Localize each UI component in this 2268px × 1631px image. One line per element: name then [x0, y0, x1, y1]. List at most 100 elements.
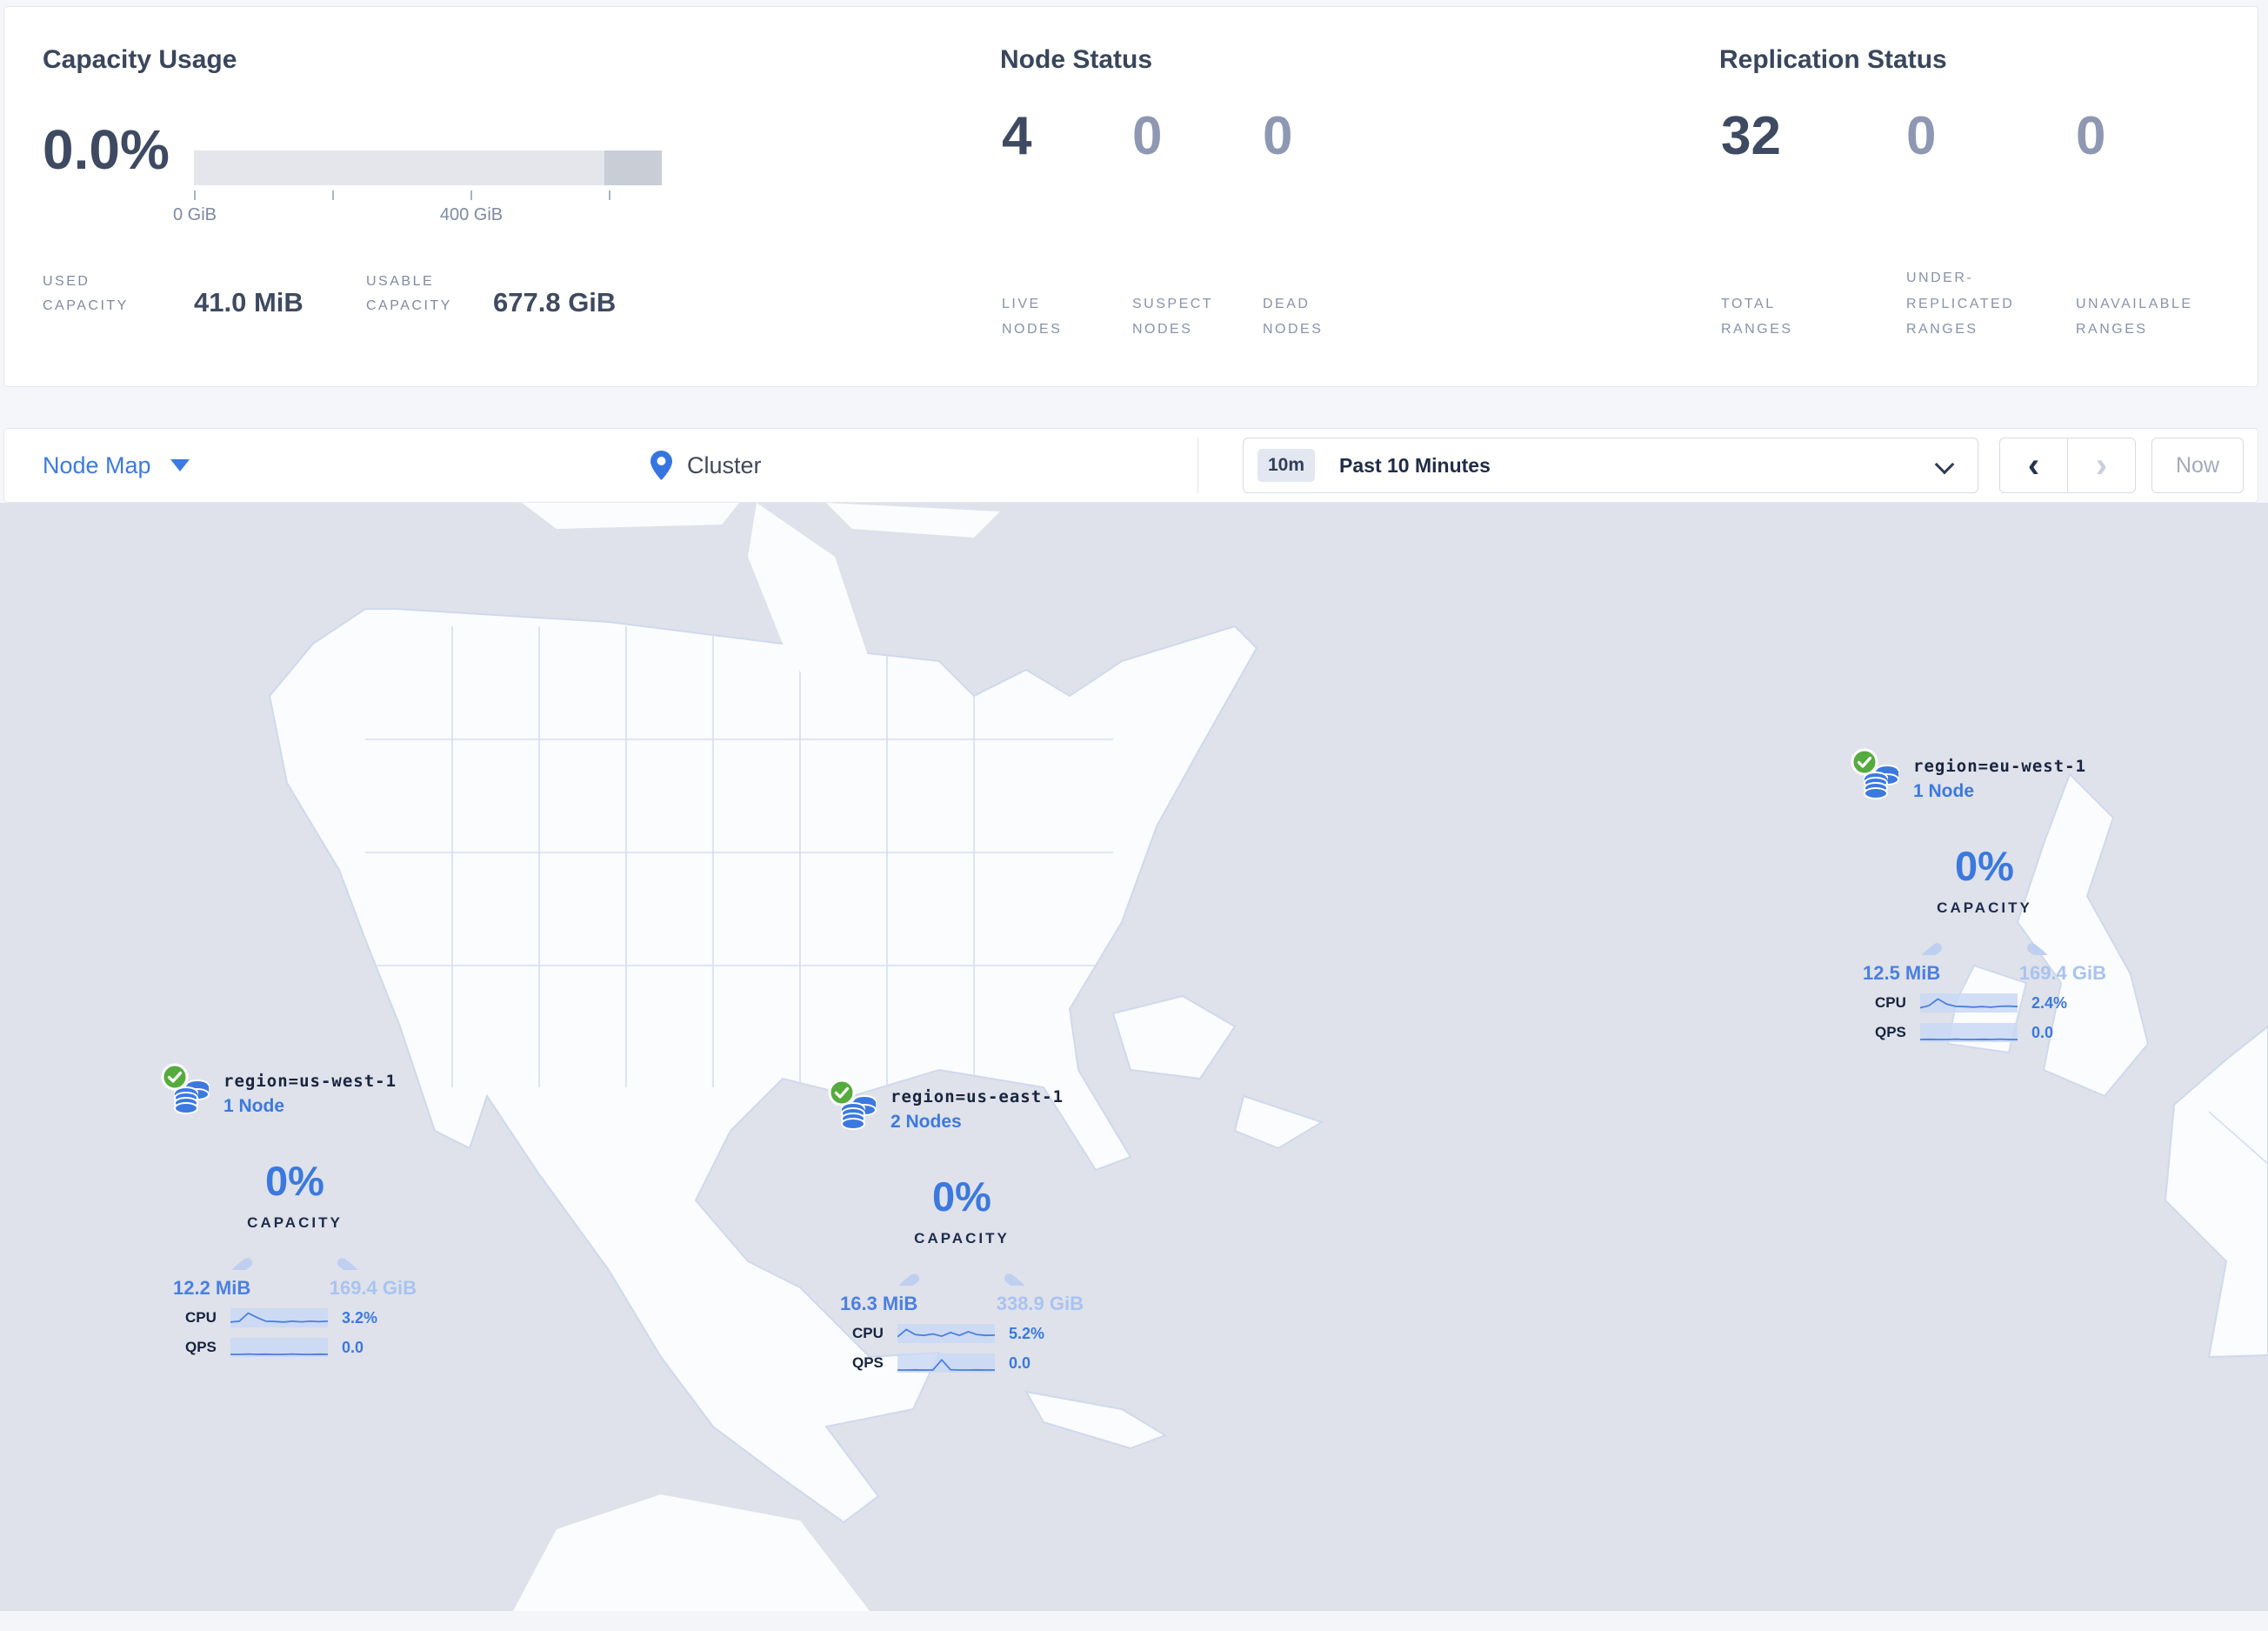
region-node-count-link[interactable]: 1 Node — [223, 1096, 285, 1116]
breadcrumb-label: Cluster — [687, 451, 762, 478]
world-map — [0, 503, 2268, 1611]
cpu-sparkline — [1920, 993, 2018, 1013]
map-pin-icon — [650, 451, 672, 480]
qps-value: 0.0 — [2031, 1023, 2054, 1041]
capacity-usage-title: Capacity Usage — [43, 45, 237, 74]
axis-tick — [609, 191, 610, 200]
cpu-value: 3.2% — [342, 1308, 378, 1327]
capacity-usage-percent: 0.0% — [43, 118, 170, 181]
dead-nodes-count: 0 — [1263, 106, 1293, 166]
landmass-newfoundland — [1111, 994, 1237, 1080]
total-ranges-count: 32 — [1721, 106, 1781, 166]
cpu-value: 2.4% — [2031, 993, 2068, 1012]
database-stack-icon — [841, 1095, 877, 1130]
region-node-count-link[interactable]: 1 Node — [1913, 781, 1975, 801]
region-label: region=eu-west-1 — [1913, 757, 2087, 776]
qps-label: QPS — [1875, 1024, 1906, 1040]
region-used-capacity: 12.2 MiB — [173, 1277, 251, 1299]
breadcrumb[interactable]: Cluster — [650, 429, 762, 502]
unavailable-ranges-label: UNAVAILABLE RANGES — [2076, 296, 2193, 338]
cpu-label: CPU — [852, 1325, 884, 1341]
live-nodes-count: 4 — [1002, 106, 1032, 166]
landmass-western-europe — [2164, 1025, 2268, 1359]
time-next-button[interactable]: › — [2095, 445, 2108, 485]
qps-value: 0.0 — [1009, 1354, 1031, 1372]
database-stack-icon — [174, 1080, 210, 1114]
cpu-label: CPU — [1875, 994, 1906, 1011]
time-prev-button[interactable]: ‹ — [2000, 438, 2068, 492]
axis-tick-label: 0 GiB — [172, 205, 217, 224]
replication-status-title: Replication Status — [1719, 45, 1947, 74]
cpu-sparkline — [230, 1308, 328, 1327]
map-toolbar: Node Map Cluster 10m Past 10 Minutes ‹ ›… — [3, 428, 2258, 503]
landmass-nova-scotia — [1233, 1094, 1324, 1150]
cpu-value: 5.2% — [1009, 1324, 1045, 1342]
qps-label: QPS — [185, 1339, 217, 1355]
axis-tick — [332, 191, 334, 200]
qps-label: QPS — [852, 1354, 884, 1371]
used-capacity-label: USED CAPACITY — [43, 274, 129, 313]
suspect-nodes-label: SUSPECT NODES — [1132, 296, 1213, 338]
landmass-great-britain — [2016, 772, 2150, 1098]
cpu-label: CPU — [185, 1309, 217, 1326]
region-total-capacity: 169.4 GiB — [329, 1277, 417, 1299]
capacity-usage-bar — [194, 150, 662, 185]
suspect-nodes-count: 0 — [1132, 106, 1163, 166]
region-marker-us-west-1[interactable]: region=us-west-1 1 Node 0% CAPACITY 12.2… — [161, 1063, 429, 1419]
region-icon-stack — [828, 1079, 882, 1136]
node-status-title: Node Status — [1000, 45, 1153, 74]
region-marker-eu-west-1[interactable]: region=eu-west-1 1 Node 0% CAPACITY 12.5… — [1851, 748, 2118, 1104]
qps-sparkline — [230, 1338, 328, 1357]
region-used-capacity: 12.5 MiB — [1863, 962, 1941, 984]
gauge-caption: CAPACITY — [1937, 899, 2032, 916]
region-marker-us-east-1[interactable]: region=us-east-1 2 Nodes 0% CAPACITY 16.… — [828, 1079, 1096, 1434]
region-label: region=us-west-1 — [223, 1072, 397, 1091]
green-check-icon — [161, 1063, 189, 1091]
time-range-label: Past 10 Minutes — [1339, 453, 1491, 477]
gauge-caption: CAPACITY — [247, 1214, 343, 1231]
region-total-capacity: 338.9 GiB — [996, 1293, 1084, 1314]
region-total-capacity: 169.4 GiB — [2018, 962, 2106, 984]
axis-tick-label: 400 GiB — [439, 205, 504, 224]
gauge-caption: CAPACITY — [914, 1230, 1010, 1247]
view-selector-dropdown[interactable]: Node Map — [43, 429, 190, 502]
capacity-bar-nonusable-segment — [604, 150, 662, 185]
usable-capacity-label: USABLE CAPACITY — [366, 274, 452, 313]
used-capacity-value: 41.0 MiB — [194, 287, 304, 318]
water-arctic-channel — [522, 503, 739, 529]
under-replicated-ranges-count: 0 — [1906, 106, 1937, 166]
capacity-gauge: 0% CAPACITY — [203, 1124, 386, 1419]
green-check-icon — [828, 1079, 856, 1106]
gauge-percent: 0% — [265, 1158, 324, 1204]
time-range-dropdown[interactable]: 10m Past 10 Minutes — [1243, 438, 1978, 493]
axis-tick — [194, 191, 196, 200]
water-hudson-bay — [748, 503, 870, 713]
state-borders — [365, 626, 1113, 1087]
capacity-gauge: 0% CAPACITY — [1893, 809, 2076, 1104]
node-map[interactable] — [0, 503, 2268, 1611]
chevron-down-icon — [1934, 454, 1955, 475]
region-icon-stack — [161, 1063, 215, 1120]
region-node-count-link[interactable]: 2 Nodes — [891, 1112, 962, 1132]
now-button[interactable]: Now — [2151, 438, 2244, 493]
qps-value: 0.0 — [342, 1338, 364, 1356]
total-ranges-label: TOTAL RANGES — [1721, 296, 1793, 338]
green-check-icon — [1851, 748, 1878, 776]
usable-capacity-value: 677.8 GiB — [493, 287, 617, 318]
toolbar-divider — [1197, 438, 1198, 493]
dead-nodes-label: DEAD NODES — [1263, 296, 1324, 338]
time-pager: ‹ › — [1999, 438, 2136, 493]
database-stack-icon — [1864, 765, 1899, 799]
water-arctic-channel — [826, 503, 1000, 538]
gauge-percent: 0% — [932, 1173, 991, 1220]
country-border — [2208, 1111, 2268, 1165]
axis-tick — [470, 191, 472, 200]
under-replicated-ranges-label: UNDER-REPLICATED RANGES — [1906, 271, 2015, 338]
caret-down-icon — [170, 459, 190, 471]
landmass-north-america — [268, 608, 1258, 1524]
cluster-summary-panel: Capacity Usage 0.0% 0 GiB 400 GiB USED C… — [3, 6, 2258, 387]
live-nodes-label: LIVE NODES — [1002, 296, 1063, 338]
cpu-sparkline — [897, 1324, 995, 1343]
capacity-gauge: 0% CAPACITY — [871, 1140, 1053, 1434]
